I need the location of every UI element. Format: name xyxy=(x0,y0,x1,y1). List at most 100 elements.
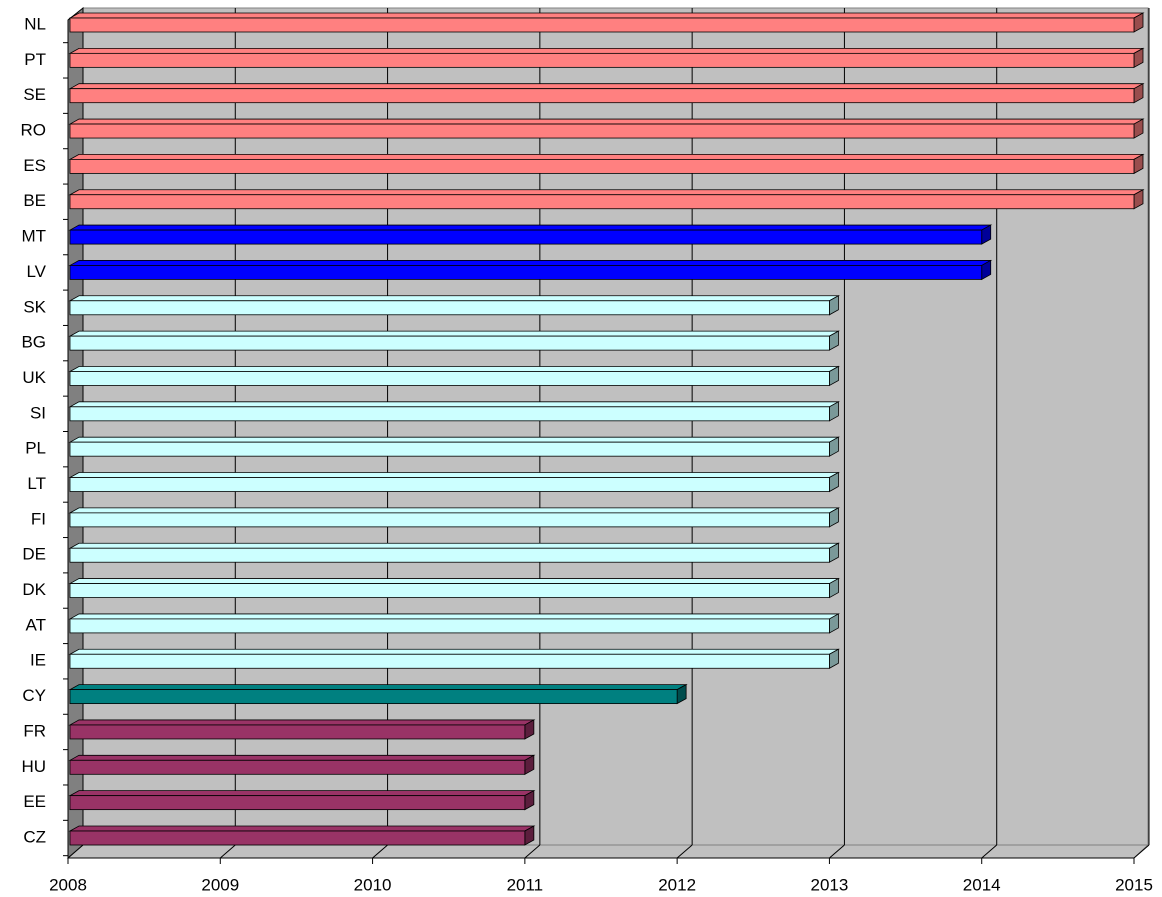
bar xyxy=(68,153,1145,175)
y-tick-label: LV xyxy=(26,262,46,281)
bar-front xyxy=(69,653,830,669)
grid-line xyxy=(676,844,693,859)
bar xyxy=(68,118,1145,139)
bar xyxy=(68,754,536,775)
y-tick-label: FR xyxy=(23,721,46,740)
bar-top xyxy=(68,754,536,761)
bar-front xyxy=(69,335,830,351)
y-tick-label: SI xyxy=(30,403,46,422)
bar-front xyxy=(69,229,983,245)
bar xyxy=(68,436,840,457)
x-tick-label: 2009 xyxy=(201,875,239,894)
bar xyxy=(68,12,1145,33)
bar xyxy=(68,295,840,316)
y-tick-label: SE xyxy=(23,85,46,104)
bar-side-shade xyxy=(829,366,839,386)
y-tick-label: FI xyxy=(31,509,46,528)
y-tick-label: ES xyxy=(23,156,46,175)
grid-line xyxy=(524,844,541,859)
grid-line xyxy=(67,844,84,859)
bar-top xyxy=(68,684,688,691)
bar-front xyxy=(69,158,1135,174)
y-tick-label: NL xyxy=(24,14,46,33)
x-tick-label: 2013 xyxy=(811,875,849,894)
y-tick-label: HU xyxy=(21,757,46,776)
bar-top xyxy=(68,330,840,337)
bar xyxy=(68,507,840,528)
y-tick-label: UK xyxy=(22,368,46,387)
grid-line xyxy=(372,844,388,859)
bar-side-shade xyxy=(829,578,839,598)
bar-top xyxy=(68,719,536,726)
floor xyxy=(66,844,1150,859)
bar-top xyxy=(68,366,840,372)
bar-front xyxy=(69,123,1135,139)
bar-front xyxy=(69,512,830,528)
y-tick-label: SK xyxy=(23,297,46,316)
bar-side-shade xyxy=(677,684,687,704)
bar-top xyxy=(68,260,993,266)
bar-top xyxy=(68,118,1145,125)
bar-side-shade xyxy=(1134,13,1143,32)
x-tick-label: 2010 xyxy=(354,875,392,894)
bar-side-shade xyxy=(1134,119,1143,139)
bar-front xyxy=(69,795,526,811)
bar-front xyxy=(69,406,830,422)
x-tick-label: 2014 xyxy=(963,875,1001,894)
grid-line xyxy=(1133,844,1150,859)
bar-side-shade xyxy=(829,543,839,563)
bar xyxy=(68,471,840,493)
bar-side-shade xyxy=(1134,48,1143,68)
bar-front xyxy=(69,194,1135,210)
bar-front xyxy=(69,583,830,598)
bar xyxy=(68,83,1145,104)
y-tick-label: DK xyxy=(22,580,46,599)
y-tick-label: PL xyxy=(25,439,46,458)
bar-side-shade xyxy=(829,437,839,457)
bar-side-shade xyxy=(524,826,534,845)
bar xyxy=(68,189,1145,210)
bar xyxy=(68,542,840,563)
bar-front xyxy=(69,547,830,563)
y-tick-label: MT xyxy=(21,227,46,246)
bar xyxy=(68,224,993,245)
y-tick-label: RO xyxy=(21,121,47,140)
bar-top xyxy=(68,224,993,231)
y-tick-label: AT xyxy=(26,615,46,634)
bar-front xyxy=(69,441,830,457)
bar-side-shade xyxy=(829,401,839,421)
bar-front xyxy=(69,265,983,280)
x-tick-label: 2011 xyxy=(507,875,544,894)
bar-top xyxy=(68,613,840,620)
bar-top xyxy=(68,436,840,443)
bar-side-shade xyxy=(829,331,839,351)
bar-side-shade xyxy=(1134,189,1143,209)
bar-front xyxy=(69,724,526,740)
bar-side-shade xyxy=(1134,154,1143,174)
bar-top xyxy=(68,189,1145,196)
bar-side-shade xyxy=(829,507,839,527)
bar-top xyxy=(68,12,1145,19)
bar xyxy=(68,613,840,634)
bar-side-shade xyxy=(829,613,839,633)
bar-top xyxy=(68,295,840,302)
bar-side-shade xyxy=(981,225,991,245)
bar xyxy=(68,648,840,669)
bar-front xyxy=(69,830,526,846)
bar-side-shade xyxy=(524,755,534,775)
y-tick-label: BG xyxy=(21,333,46,352)
y-tick-label: EE xyxy=(23,792,46,811)
bar-side-shade xyxy=(524,719,534,739)
grid-line xyxy=(981,844,998,859)
y-tick-label: IE xyxy=(30,651,46,670)
bar-top xyxy=(68,648,840,655)
bar xyxy=(68,719,536,740)
bar-top xyxy=(68,401,840,408)
grid-line xyxy=(219,844,236,859)
bar-top xyxy=(68,47,1145,54)
bar xyxy=(68,825,536,846)
y-tick-label: BE xyxy=(23,191,46,210)
bar-side-shade xyxy=(1134,83,1143,103)
bar-front xyxy=(69,618,830,634)
